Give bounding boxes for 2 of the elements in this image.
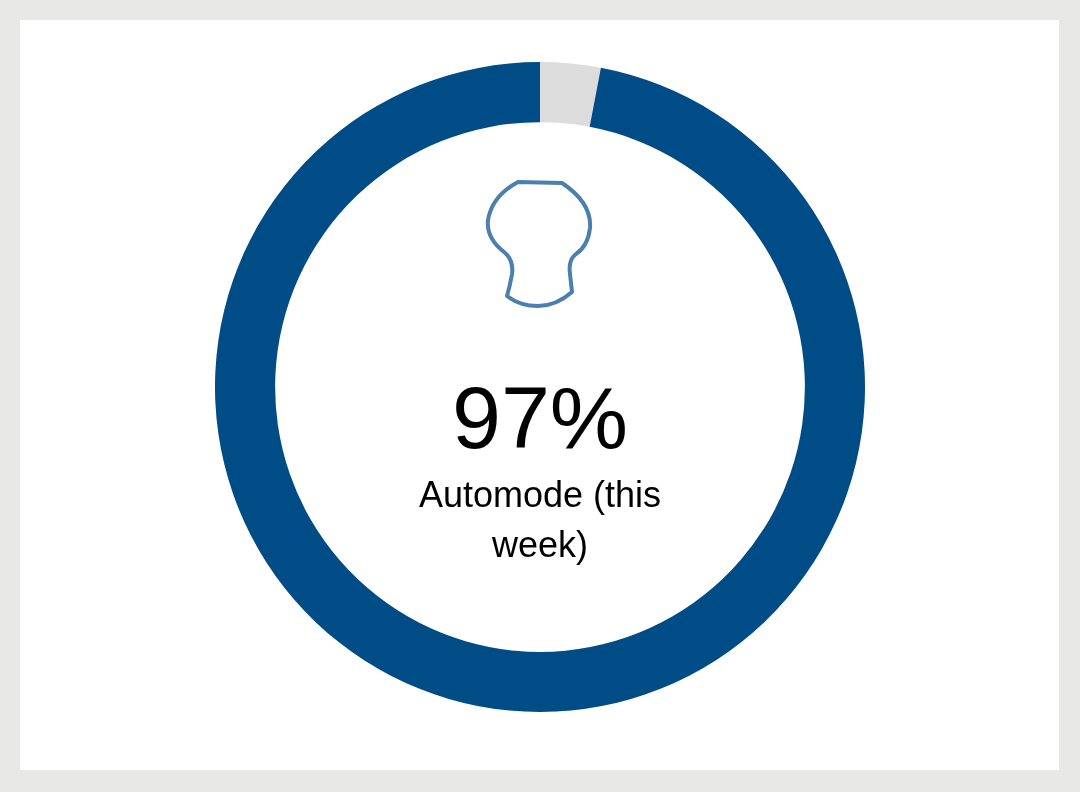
text: Automode (this week) bbox=[417, 473, 663, 567]
data-label: 97% bbox=[451, 368, 629, 467]
